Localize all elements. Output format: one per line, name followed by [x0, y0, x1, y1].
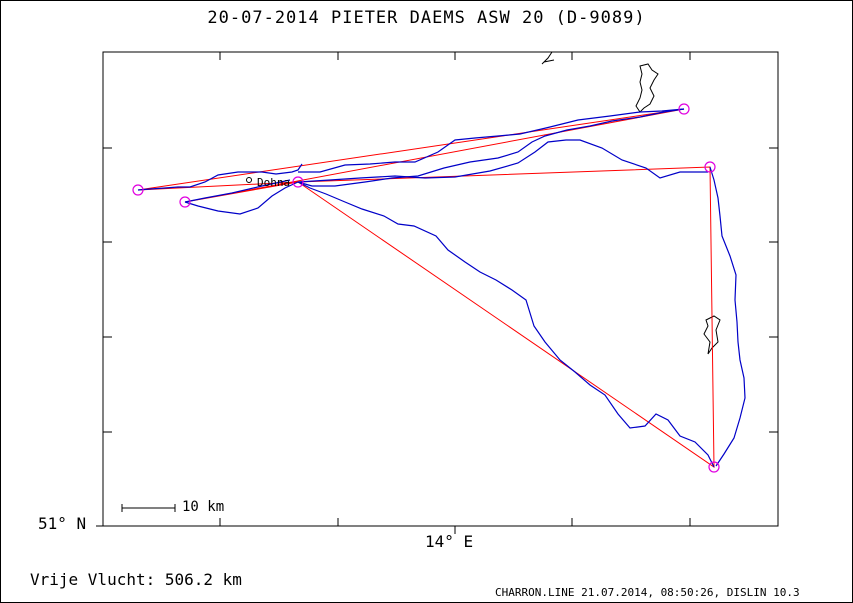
border-outline-north: [541, 51, 555, 65]
program-info: CHARRON.LINE 21.07.2014, 08:50:26, DISLI…: [495, 586, 800, 599]
scale-bar: [121, 504, 176, 512]
longitude-label: 14° E: [425, 532, 474, 551]
flight-track: [137, 108, 746, 468]
lake-outline-northeast: [635, 63, 659, 113]
turnpoint-northeast: [678, 103, 690, 115]
latitude-label: 51° N: [38, 514, 87, 533]
turnpoint-southeast: [708, 461, 720, 473]
distance-text: Vrije Vlucht: 506.2 km: [30, 570, 242, 589]
turnpoint-west: [132, 184, 144, 196]
map-border: [102, 51, 779, 527]
scale-bar-label: 10 km: [182, 499, 225, 515]
turnpoint-southwest: [179, 196, 191, 208]
town-marker: [246, 177, 252, 183]
town-label: Dohna: [257, 176, 291, 189]
turnpoint-start: [292, 176, 304, 188]
task-lines: [137, 108, 715, 468]
flight-title: 20-07-2014 PIETER DAEMS ASW 20 (D-9089): [207, 8, 646, 28]
turnpoints: [132, 103, 720, 473]
axis-ticks: [96, 52, 778, 534]
turnpoint-east: [704, 161, 716, 173]
